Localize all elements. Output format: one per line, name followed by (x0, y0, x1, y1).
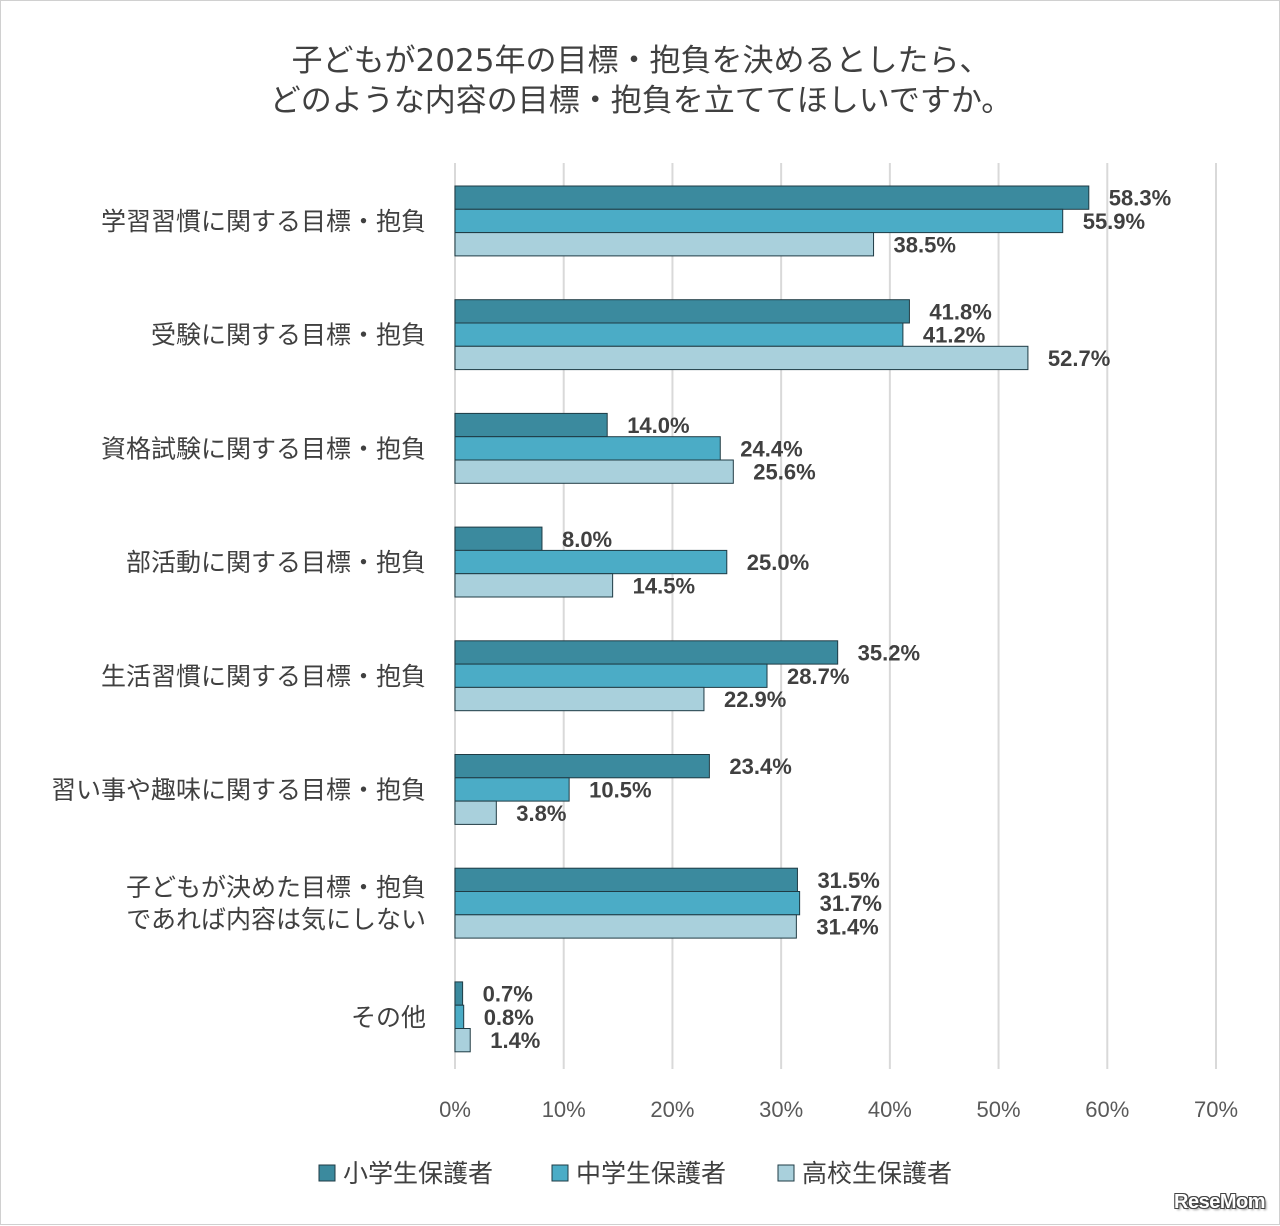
data-label: 25.0% (747, 550, 809, 575)
legend-label: 高校生保護者 (802, 1159, 952, 1188)
bar (454, 867, 798, 893)
data-label: 31.7% (820, 891, 882, 916)
bar (454, 640, 839, 665)
category-label: 生活習慣に関する目標・抱負 (101, 662, 426, 691)
category-label: 習い事や趣味に関する目標・抱負 (51, 775, 426, 804)
bar (454, 345, 1029, 371)
category-label: 受験に関する目標・抱負 (151, 321, 426, 350)
x-tick-label: 30% (759, 1097, 803, 1122)
bar (454, 914, 797, 939)
chart-title-line: どのような内容の目標・抱負を立ててほしいですか。 (270, 83, 1012, 119)
data-label: 25.6% (753, 460, 815, 485)
bar (454, 322, 904, 347)
category-label: 部活動に関する目標・抱負 (126, 548, 426, 577)
data-label: 58.3% (1109, 186, 1171, 211)
data-label: 35.2% (858, 640, 920, 665)
bar (454, 549, 728, 575)
data-label: 31.5% (817, 868, 879, 893)
bar (454, 459, 734, 484)
legend-swatch (318, 1164, 336, 1182)
x-tick-label: 40% (868, 1097, 912, 1122)
category-label: その他 (351, 1003, 426, 1032)
chart-title: 子どもが2025年の目標・抱負を決めるとしたら、どのような内容の目標・抱負を立て… (270, 43, 1012, 119)
bars (454, 185, 1090, 1053)
data-label: 10.5% (589, 777, 651, 802)
x-tick-label: 50% (977, 1097, 1021, 1122)
x-tick-label: 10% (542, 1097, 586, 1122)
data-label: 14.0% (627, 413, 689, 438)
data-label: 24.4% (740, 436, 802, 461)
bar (454, 1028, 471, 1053)
data-label: 31.4% (816, 914, 878, 939)
legend-label: 小学生保護者 (343, 1159, 493, 1188)
data-label: 1.4% (490, 1028, 540, 1053)
legend: 小学生保護者 中学生保護者 高校生保護者 (318, 1159, 952, 1188)
data-label: 41.8% (929, 299, 991, 324)
data-labels: 58.3%55.9% 38.5% 41.8%41.2% 52.7% 14.0% 24.4%… (483, 186, 1172, 1054)
bar (454, 1004, 465, 1030)
data-label: 52.7% (1048, 346, 1110, 371)
data-label: 41.2% (923, 323, 985, 348)
bar (454, 891, 801, 916)
bar (454, 185, 1090, 210)
x-tick-label: 60% (1085, 1097, 1129, 1122)
resemom-logo: ReseMom (1174, 1191, 1265, 1213)
bar (454, 208, 1064, 234)
data-label: 55.9% (1083, 209, 1145, 234)
legend-label: 中学生保護者 (576, 1159, 726, 1188)
bar (454, 777, 570, 802)
chart-title-line: 子どもが2025年の目標・抱負を決めるとしたら、 (292, 43, 991, 79)
x-tick-label: 70% (1194, 1097, 1238, 1122)
bar (454, 232, 875, 257)
bar (454, 686, 705, 712)
bar (454, 526, 543, 551)
data-label: 38.5% (894, 232, 956, 257)
category-label: であれば内容は気にしない (126, 905, 426, 934)
bar (454, 800, 497, 825)
bar (454, 412, 608, 438)
category-labels: 学習習慣に関する目標・抱負受験に関する目標・抱負資格試験に関する目標・抱負部活動… (51, 207, 426, 1032)
bar (454, 754, 710, 779)
x-tick-label: 20% (650, 1097, 694, 1122)
x-axis-tick-labels: 0% 10% 20% 30% 40% 50% 60% 70% (439, 1097, 1238, 1122)
bar (454, 663, 768, 688)
data-label: 0.8% (484, 1005, 534, 1030)
data-label: 8.0% (562, 527, 612, 552)
data-label: 0.7% (483, 982, 533, 1007)
data-label: 14.5% (633, 573, 695, 598)
bar (454, 981, 464, 1006)
data-label: 22.9% (724, 687, 786, 712)
category-label: 資格試験に関する目標・抱負 (101, 434, 426, 463)
category-label: 子どもが決めた目標・抱負 (126, 873, 426, 902)
category-label: 学習習慣に関する目標・抱負 (101, 207, 426, 236)
legend-swatch (551, 1164, 569, 1182)
data-label: 23.4% (729, 754, 791, 779)
data-label: 28.7% (787, 664, 849, 689)
bar (454, 436, 721, 461)
bar (454, 573, 614, 598)
bar (454, 299, 910, 324)
x-tick-label: 0% (439, 1097, 471, 1122)
legend-swatch (777, 1164, 795, 1182)
data-label: 3.8% (516, 801, 566, 826)
